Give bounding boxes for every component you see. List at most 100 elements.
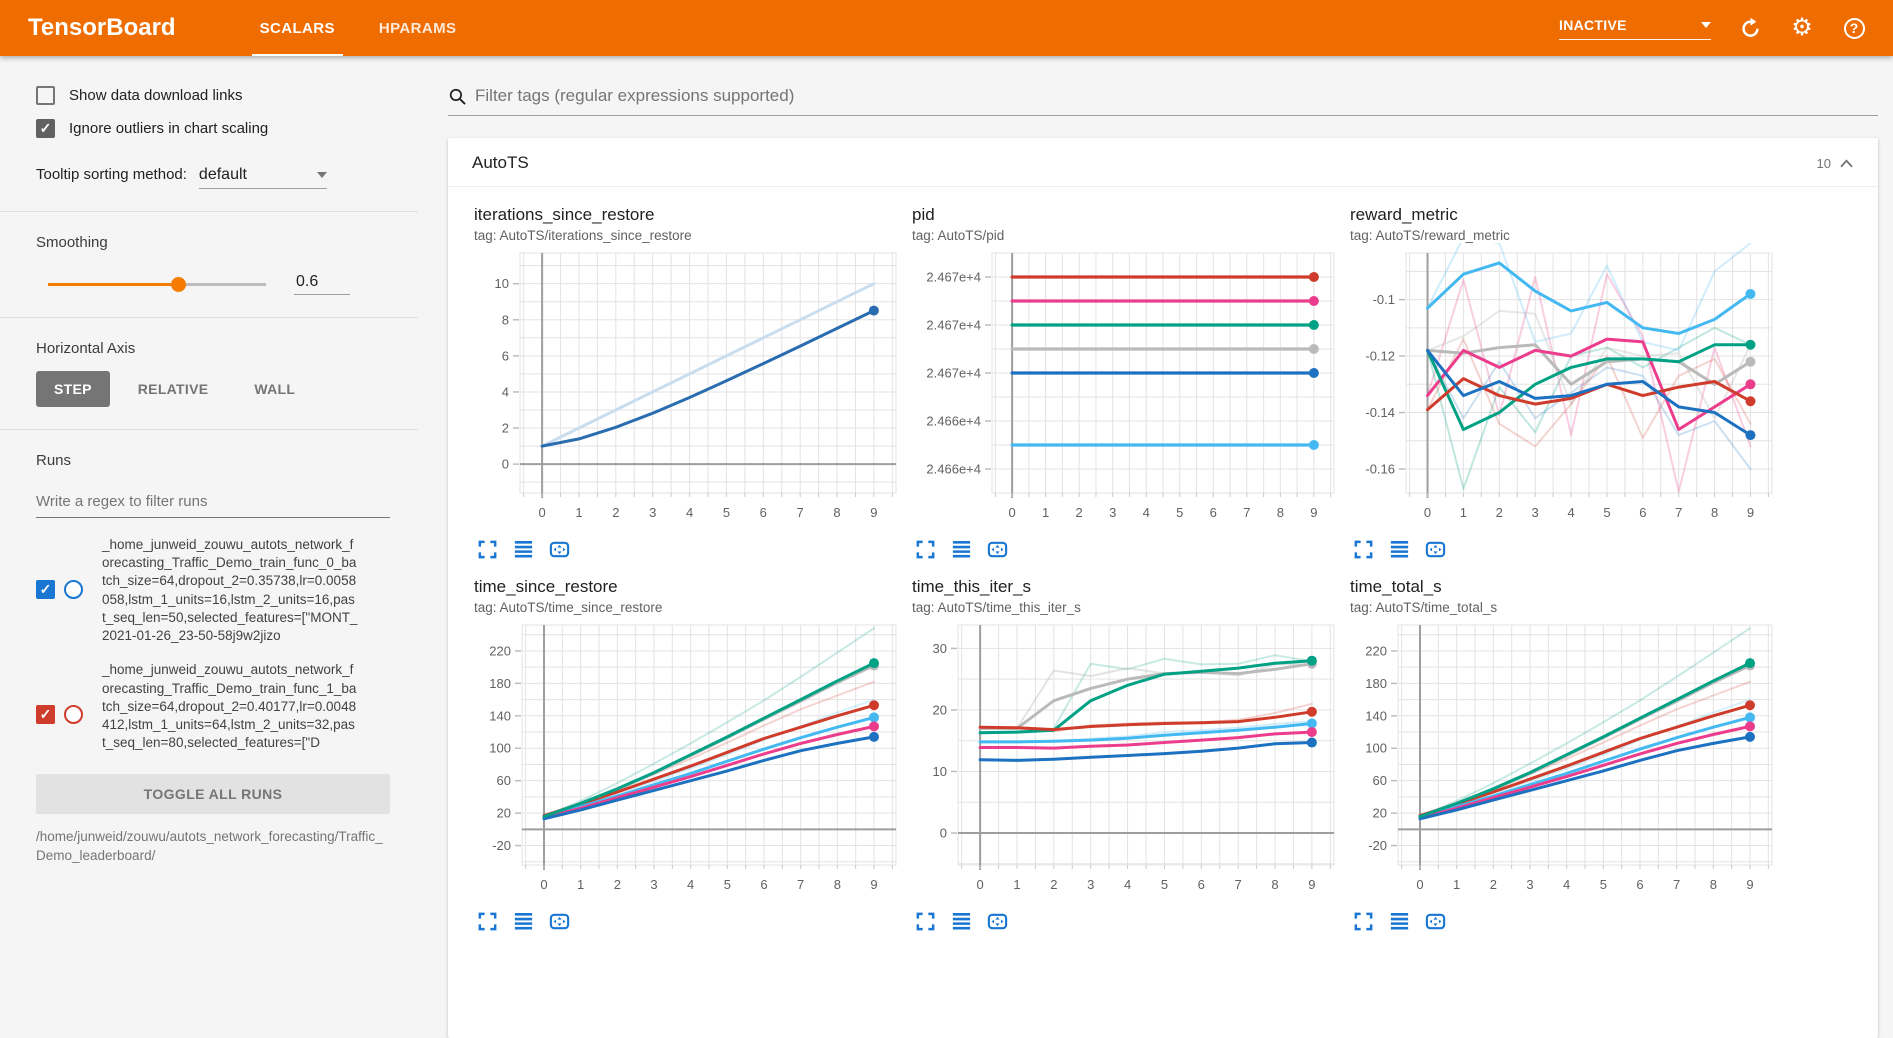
chart-tag: tag: AutoTS/pid xyxy=(912,228,1350,243)
horizontal-axis-label: Horizontal Axis xyxy=(36,340,390,357)
svg-text:9: 9 xyxy=(1310,505,1317,520)
fit-domain-icon[interactable] xyxy=(1424,538,1447,561)
log-scale-toggle-icon[interactable] xyxy=(950,538,973,561)
svg-text:100: 100 xyxy=(1365,741,1387,756)
section-header[interactable]: AutoTS 10 xyxy=(448,138,1878,187)
chart-title: reward_metric xyxy=(1350,205,1788,225)
fit-domain-icon[interactable] xyxy=(548,910,571,933)
svg-text:5: 5 xyxy=(1600,877,1607,892)
run-checkbox[interactable]: ✓ xyxy=(36,705,55,724)
svg-text:-0.16: -0.16 xyxy=(1365,462,1395,477)
run-checkbox[interactable]: ✓ xyxy=(36,580,55,599)
axis-relative-button[interactable]: RELATIVE xyxy=(120,371,227,407)
help-icon[interactable]: ? xyxy=(1841,15,1867,41)
svg-text:20: 20 xyxy=(497,806,511,821)
svg-text:0: 0 xyxy=(1424,505,1431,520)
svg-text:0: 0 xyxy=(540,877,547,892)
gear-icon[interactable]: ⚙ xyxy=(1789,15,1815,41)
divider xyxy=(0,317,418,318)
fullscreen-icon[interactable] xyxy=(476,538,499,561)
svg-text:0: 0 xyxy=(940,826,947,841)
fullscreen-icon[interactable] xyxy=(476,910,499,933)
svg-text:3: 3 xyxy=(1526,877,1533,892)
chart-title: time_this_iter_s xyxy=(912,577,1350,597)
tab-bar: SCALARS HPARAMS xyxy=(238,0,479,56)
svg-text:8: 8 xyxy=(1271,877,1278,892)
smoothing-value[interactable]: 0.6 xyxy=(294,273,350,295)
svg-text:2.467e+4: 2.467e+4 xyxy=(926,318,981,333)
svg-text:5: 5 xyxy=(723,505,730,520)
log-scale-toggle-icon[interactable] xyxy=(1388,910,1411,933)
chart-tag: tag: AutoTS/time_since_restore xyxy=(474,600,912,615)
svg-text:4: 4 xyxy=(686,505,693,520)
ignore-outliers-checkbox[interactable]: ✓ Ignore outliers in chart scaling xyxy=(36,119,390,138)
svg-text:6: 6 xyxy=(1210,505,1217,520)
runs-filter-input[interactable] xyxy=(36,487,390,518)
fullscreen-icon[interactable] xyxy=(914,538,937,561)
svg-text:-0.14: -0.14 xyxy=(1365,405,1395,420)
svg-text:6: 6 xyxy=(1639,505,1646,520)
tab-hparams[interactable]: HPARAMS xyxy=(357,0,479,56)
svg-text:5: 5 xyxy=(1176,505,1183,520)
show-download-links-checkbox[interactable]: Show data download links xyxy=(36,86,390,105)
tag-filter-input[interactable] xyxy=(475,86,1878,106)
svg-text:3: 3 xyxy=(1532,505,1539,520)
svg-text:7: 7 xyxy=(1675,505,1682,520)
slider-thumb[interactable] xyxy=(171,277,186,292)
tag-filter xyxy=(448,86,1878,116)
smoothing-slider[interactable] xyxy=(48,277,266,291)
chart-title: iterations_since_restore xyxy=(474,205,912,225)
svg-text:6: 6 xyxy=(1636,877,1643,892)
fullscreen-icon[interactable] xyxy=(914,910,937,933)
svg-text:9: 9 xyxy=(870,877,877,892)
fit-domain-icon[interactable] xyxy=(986,538,1009,561)
chevron-up-icon[interactable] xyxy=(1839,158,1854,169)
fit-domain-icon[interactable] xyxy=(1424,910,1447,933)
svg-text:2: 2 xyxy=(502,421,509,436)
svg-text:2.466e+4: 2.466e+4 xyxy=(926,414,981,429)
svg-text:-0.12: -0.12 xyxy=(1365,349,1395,364)
data-selector-dropdown[interactable]: INACTIVE xyxy=(1559,17,1711,40)
svg-text:9: 9 xyxy=(1747,505,1754,520)
run-radio[interactable] xyxy=(64,705,83,724)
log-scale-toggle-icon[interactable] xyxy=(512,538,535,561)
tooltip-sorting-select[interactable]: default xyxy=(199,166,327,189)
search-icon xyxy=(448,87,467,106)
log-scale-toggle-icon[interactable] xyxy=(950,910,973,933)
svg-text:6: 6 xyxy=(760,505,767,520)
run-radio[interactable] xyxy=(64,580,83,599)
svg-text:2.466e+4: 2.466e+4 xyxy=(926,462,981,477)
axis-wall-button[interactable]: WALL xyxy=(236,371,313,407)
tooltip-sorting-label: Tooltip sorting method: xyxy=(36,166,187,183)
svg-text:1: 1 xyxy=(1453,877,1460,892)
fit-domain-icon[interactable] xyxy=(986,910,1009,933)
fullscreen-icon[interactable] xyxy=(1352,538,1375,561)
fullscreen-icon[interactable] xyxy=(1352,910,1375,933)
tab-scalars[interactable]: SCALARS xyxy=(238,0,357,56)
svg-text:7: 7 xyxy=(797,505,804,520)
divider xyxy=(0,429,418,430)
svg-text:8: 8 xyxy=(833,505,840,520)
fit-domain-icon[interactable] xyxy=(548,538,571,561)
toggle-all-runs-button[interactable]: TOGGLE ALL RUNS xyxy=(36,774,390,814)
chart-count: 10 xyxy=(1817,156,1831,171)
svg-text:140: 140 xyxy=(489,708,511,723)
chevron-down-icon xyxy=(317,172,327,178)
svg-text:-20: -20 xyxy=(1368,838,1387,853)
line-chart[interactable]: 2.467e+42.467e+42.467e+42.466e+42.466e+4… xyxy=(912,243,1342,533)
axis-step-button[interactable]: STEP xyxy=(36,371,110,407)
svg-text:60: 60 xyxy=(497,773,511,788)
log-scale-toggle-icon[interactable] xyxy=(1388,538,1411,561)
checkbox-icon[interactable] xyxy=(36,86,55,105)
log-scale-toggle-icon[interactable] xyxy=(512,910,535,933)
refresh-icon[interactable] xyxy=(1737,15,1763,41)
svg-text:2: 2 xyxy=(1050,877,1057,892)
checkbox-icon[interactable]: ✓ xyxy=(36,119,55,138)
